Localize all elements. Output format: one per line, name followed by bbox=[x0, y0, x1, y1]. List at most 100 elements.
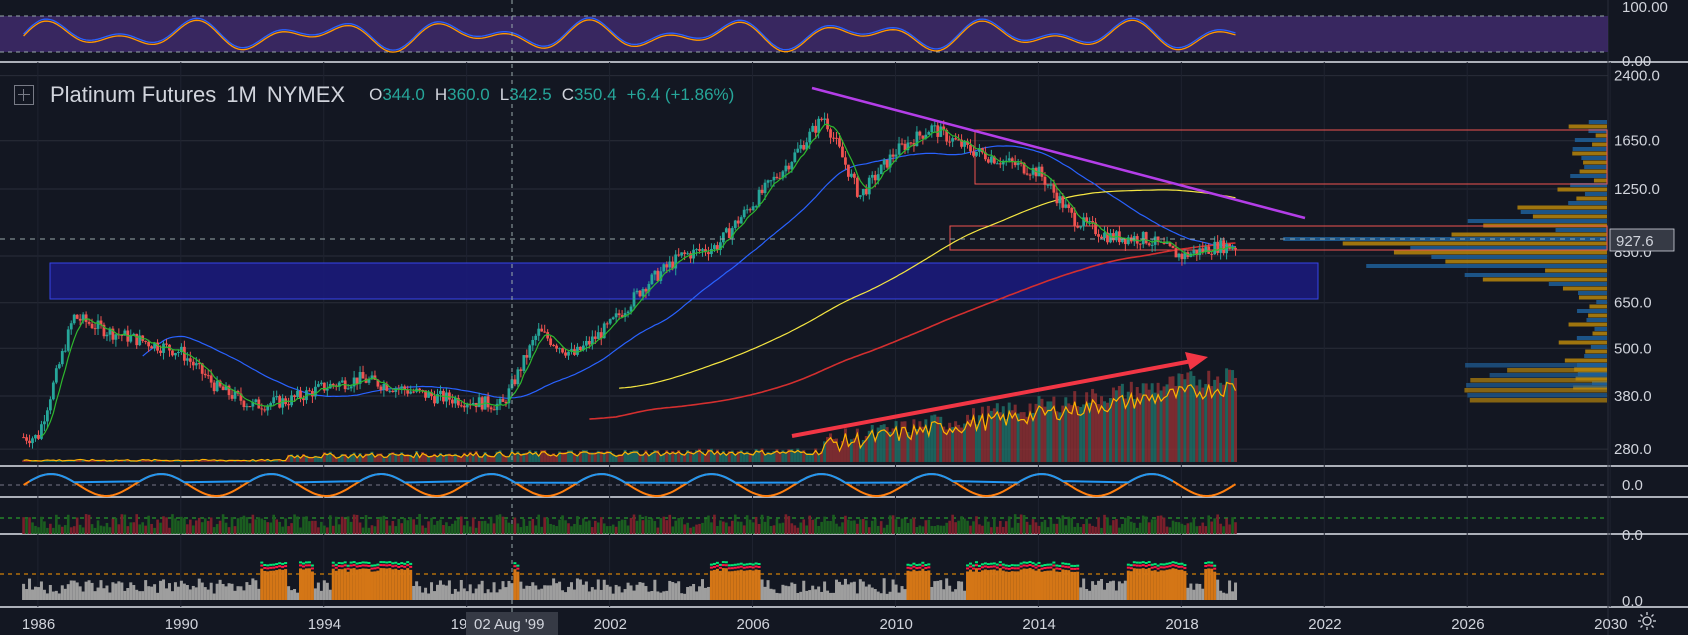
volume-bar bbox=[712, 453, 716, 462]
histogram-bar bbox=[1112, 520, 1115, 534]
signal-dot bbox=[358, 562, 362, 565]
histogram-bar bbox=[814, 518, 817, 534]
volume-bar bbox=[1025, 416, 1029, 462]
volume-bar bbox=[66, 460, 70, 462]
histogram-bar bbox=[528, 520, 532, 534]
ma-red-line bbox=[589, 242, 1236, 420]
volume-bar bbox=[754, 449, 758, 462]
volume-bar bbox=[882, 424, 886, 462]
candle-body bbox=[1064, 204, 1068, 208]
indicator-bar bbox=[36, 587, 40, 600]
indicator-bar bbox=[1174, 568, 1178, 600]
volume-bar bbox=[322, 452, 326, 462]
signal-dot bbox=[924, 566, 928, 569]
candle-body bbox=[260, 408, 264, 410]
volume-bar bbox=[683, 453, 687, 462]
histogram-bar bbox=[1028, 524, 1032, 534]
histogram-bar bbox=[954, 522, 957, 534]
histogram-bar bbox=[406, 520, 410, 534]
signal-dot bbox=[263, 566, 267, 569]
volume-bar bbox=[701, 451, 705, 462]
volume-bar bbox=[1070, 405, 1074, 462]
indicator-bar bbox=[1022, 568, 1026, 600]
volume-bar bbox=[837, 448, 841, 462]
indicator-bar bbox=[581, 584, 585, 600]
histogram-bar bbox=[501, 516, 505, 534]
histogram-bar bbox=[1147, 522, 1151, 534]
histogram-bar bbox=[1055, 523, 1059, 534]
histogram-bar bbox=[477, 521, 481, 534]
volume-bar bbox=[608, 450, 612, 462]
indicator-bar bbox=[60, 585, 64, 600]
candle-body bbox=[96, 320, 100, 329]
indicator-bar bbox=[1171, 568, 1175, 600]
expand-icon[interactable] bbox=[14, 85, 34, 105]
indicator-bar bbox=[78, 586, 82, 600]
histogram-bar bbox=[263, 520, 267, 534]
indicator-bar bbox=[209, 582, 213, 600]
candle-body bbox=[784, 165, 788, 172]
indicator-bar bbox=[1010, 571, 1014, 600]
volume-profile-bar bbox=[1584, 165, 1607, 169]
histogram-bar bbox=[1177, 522, 1181, 534]
volume-bar bbox=[99, 460, 103, 462]
high-value: 360.0 bbox=[447, 85, 490, 104]
volume-bar bbox=[492, 455, 496, 462]
signal-dot bbox=[379, 564, 383, 567]
price-axis[interactable]: 2400.01650.01250.0850.0650.0500.0380.028… bbox=[1609, 0, 1675, 610]
histogram-bar bbox=[1085, 518, 1088, 534]
indicator-bar bbox=[894, 584, 898, 600]
symbol-name[interactable]: Platinum Futures bbox=[50, 82, 217, 107]
volume-bar bbox=[1022, 412, 1026, 462]
volume-bar bbox=[290, 454, 294, 462]
interval-label[interactable]: 1M bbox=[226, 82, 257, 107]
signal-dot bbox=[715, 564, 719, 567]
volume-profile-bar bbox=[1581, 156, 1607, 160]
volume-bar bbox=[915, 429, 919, 462]
candle-body bbox=[400, 386, 404, 389]
candle-body bbox=[266, 405, 270, 411]
indicator-bar bbox=[287, 586, 291, 600]
volume-bar bbox=[1171, 376, 1175, 462]
indicator-bar bbox=[96, 587, 100, 600]
histogram-bar bbox=[847, 519, 850, 534]
indicator-bar bbox=[942, 589, 946, 600]
volume-profile-bar bbox=[1577, 309, 1607, 313]
volume-profile-bar bbox=[1466, 383, 1607, 388]
settings-sun-icon[interactable] bbox=[1638, 612, 1656, 630]
indicator-bar bbox=[906, 570, 910, 600]
histogram-bar bbox=[87, 514, 91, 534]
candle-body bbox=[144, 340, 148, 342]
indicator-bar bbox=[1091, 581, 1095, 600]
indicator-bar bbox=[87, 580, 91, 600]
candle-body bbox=[876, 174, 880, 181]
candle-body bbox=[254, 399, 258, 403]
volume-bar bbox=[182, 460, 186, 462]
histogram-bar bbox=[305, 516, 308, 534]
signal-dot bbox=[745, 563, 749, 566]
volume-bar bbox=[852, 438, 856, 462]
candle-body bbox=[626, 311, 630, 314]
indicator-bar bbox=[1076, 571, 1080, 600]
histogram-bar bbox=[516, 523, 520, 534]
volume-bar bbox=[751, 453, 755, 462]
signal-dot bbox=[1138, 564, 1142, 567]
histogram-bar bbox=[382, 515, 386, 534]
indicator-bar bbox=[751, 570, 755, 600]
indicator-bar bbox=[358, 569, 362, 600]
candle-body bbox=[653, 270, 657, 275]
indicator-bar bbox=[805, 590, 809, 600]
volume-bar bbox=[418, 456, 422, 462]
indicator-bar bbox=[105, 585, 109, 600]
indicator-bar bbox=[1201, 588, 1205, 600]
histogram-bar bbox=[760, 514, 764, 534]
volume-bar bbox=[1195, 385, 1199, 462]
time-axis[interactable]: 1986 1990 1994 199 2002 2006 2010 2014 2018 2022 2… bbox=[22, 612, 1628, 635]
indicator-bar bbox=[525, 585, 529, 600]
signal-dot bbox=[909, 567, 913, 570]
signal-dot bbox=[748, 565, 752, 568]
volume-bar bbox=[632, 450, 636, 462]
volume-bar bbox=[307, 456, 311, 462]
histogram-bar bbox=[206, 520, 210, 534]
